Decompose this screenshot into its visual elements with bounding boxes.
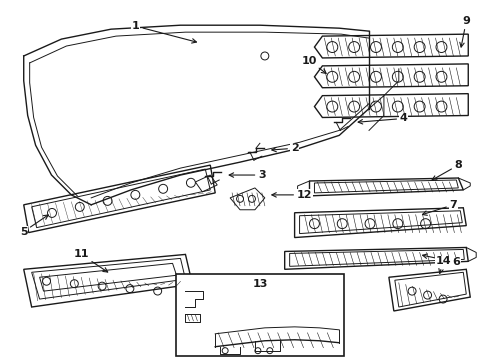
- Text: 1: 1: [132, 21, 196, 43]
- Text: 14: 14: [435, 256, 450, 273]
- Polygon shape: [314, 34, 468, 58]
- Text: 13: 13: [252, 279, 267, 289]
- Polygon shape: [284, 247, 468, 269]
- FancyBboxPatch shape: [175, 274, 344, 356]
- Text: 10: 10: [301, 56, 325, 73]
- Text: 6: 6: [422, 254, 459, 267]
- Text: 12: 12: [271, 190, 312, 200]
- Polygon shape: [294, 208, 466, 238]
- Polygon shape: [309, 178, 462, 196]
- Polygon shape: [24, 255, 192, 307]
- Text: 4: 4: [357, 113, 407, 124]
- Text: 5: 5: [20, 215, 48, 237]
- Polygon shape: [314, 64, 468, 88]
- Text: 8: 8: [431, 160, 461, 180]
- Text: 7: 7: [422, 200, 456, 215]
- Polygon shape: [314, 94, 468, 117]
- Text: 3: 3: [229, 170, 265, 180]
- Polygon shape: [388, 269, 469, 311]
- Text: 2: 2: [271, 143, 298, 153]
- Polygon shape: [24, 165, 215, 233]
- Text: 9: 9: [459, 16, 469, 47]
- Polygon shape: [230, 188, 264, 210]
- Text: 11: 11: [73, 249, 107, 272]
